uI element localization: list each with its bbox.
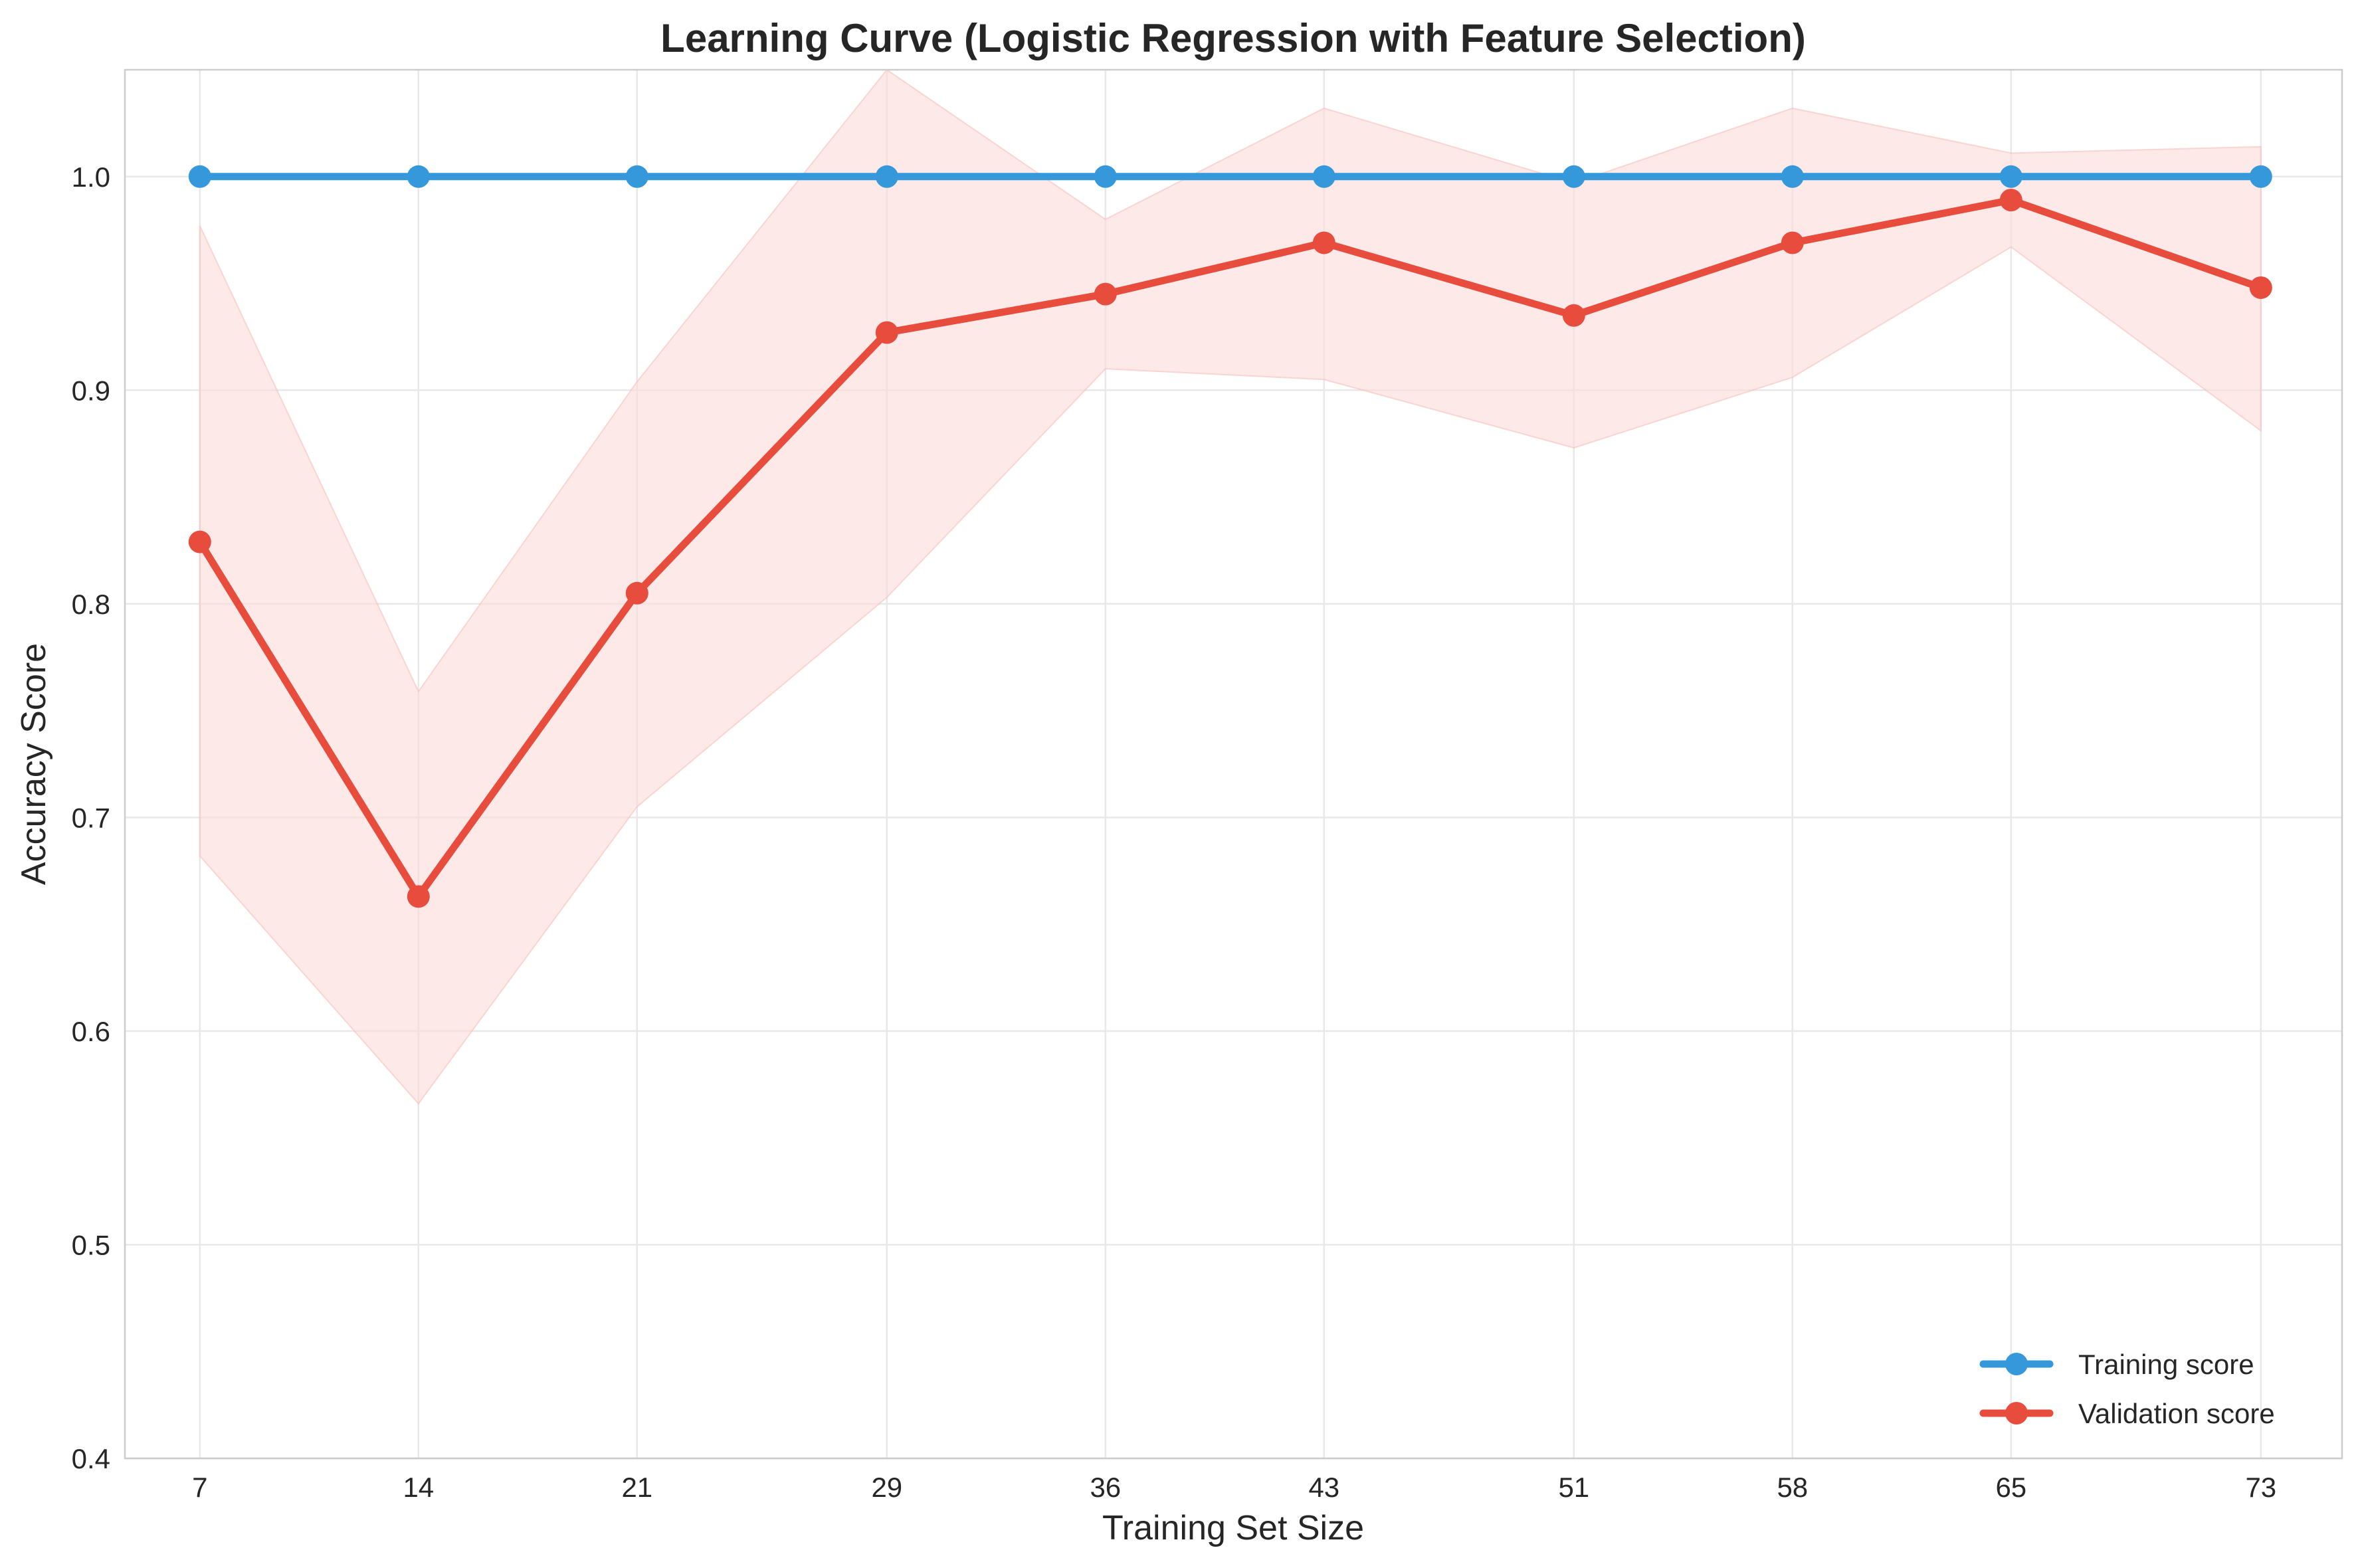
series: [188, 165, 2272, 908]
x-tick-label: 51: [1558, 1472, 1589, 1503]
x-tick-label: 14: [403, 1472, 434, 1503]
validation-score-point: [407, 885, 430, 908]
validation-score-point: [625, 581, 648, 605]
training-score-point: [1094, 165, 1117, 188]
y-tick-label: 0.4: [72, 1443, 110, 1474]
x-tick-label: 58: [1777, 1472, 1808, 1503]
y-tick-label: 0.9: [72, 375, 110, 406]
training-score-point: [1312, 165, 1335, 188]
validation-score-line: [196, 196, 2265, 900]
legend: Training score Validation score: [1979, 1349, 2275, 1429]
y-tick-label: 0.6: [72, 1016, 110, 1047]
y-axis-label: Accuracy Score: [15, 643, 53, 885]
x-tick-labels: 7 14 21 29 36 43 51 58 65 73: [192, 1472, 2276, 1503]
x-tick-label: 73: [2245, 1472, 2276, 1503]
training-score-point: [1562, 165, 1585, 188]
validation-score-point: [188, 530, 211, 553]
training-score-point: [625, 165, 648, 188]
training-score-point: [1781, 165, 1804, 188]
plot-frame: [124, 68, 2343, 1460]
y-tick-label: 0.8: [72, 589, 110, 620]
training-score-point: [188, 165, 211, 188]
validation-score-point: [875, 321, 898, 344]
legend-training-score-marker: [2005, 1353, 2028, 1375]
validation-score-point: [1562, 304, 1585, 327]
validation-score-point: [1781, 231, 1804, 254]
x-tick-label: 65: [1995, 1472, 2026, 1503]
validation-std-band: [199, 68, 2262, 1105]
validation-score-point: [1094, 282, 1117, 306]
y-tick-label: 0.5: [72, 1229, 110, 1260]
training-score-point: [2249, 165, 2272, 188]
chart-title: Learning Curve (Logistic Regression with…: [660, 16, 1806, 60]
x-tick-label: 21: [621, 1472, 652, 1503]
x-tick-label: 29: [871, 1472, 902, 1503]
x-tick-label: 36: [1090, 1472, 1121, 1503]
y-tick-labels: 0.4 0.5 0.6 0.7 0.8 0.9 1.0: [72, 161, 110, 1474]
x-tick-label: 7: [192, 1472, 207, 1503]
validation-score-point: [1312, 231, 1335, 254]
y-tick-label: 0.7: [72, 802, 110, 833]
y-tick-label: 1.0: [72, 161, 110, 193]
validation-score-point: [1999, 189, 2022, 212]
training-score-point: [1999, 165, 2022, 188]
training-score-point: [407, 165, 430, 188]
confidence-bands: [199, 68, 2262, 1105]
validation-score-point: [2249, 276, 2272, 299]
legend-validation-score-label: Validation score: [2078, 1398, 2275, 1429]
legend-validation-score-marker: [2005, 1402, 2028, 1424]
x-tick-label: 43: [1308, 1472, 1339, 1503]
training-score-point: [875, 165, 898, 188]
legend-training-score-label: Training score: [2078, 1349, 2254, 1380]
x-axis-label: Training Set Size: [1102, 1509, 1364, 1547]
